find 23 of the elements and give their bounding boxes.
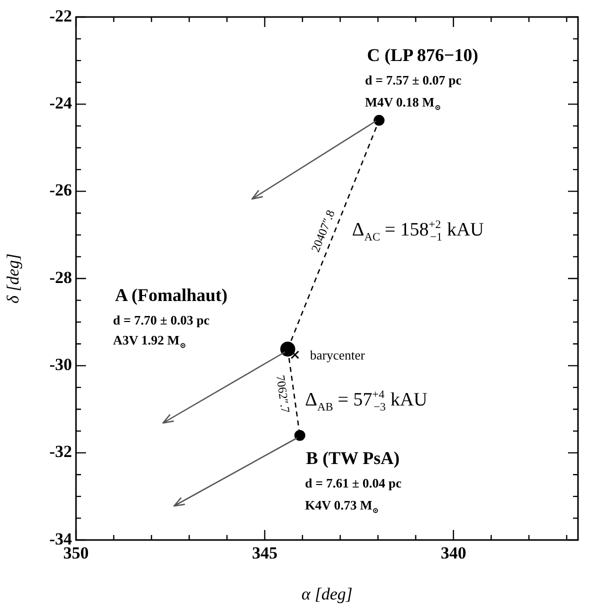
y-axis-title: δ [deg] [4, 254, 23, 304]
y-tick-label: -24 [49, 94, 72, 113]
annotation: barycenter [310, 348, 365, 362]
x-axis-title: α [deg] [302, 584, 352, 604]
annotation: Δ$_{AB}$ = 57$^{+4}$$_{−3}$ kAU [305, 389, 428, 414]
y-tick-label: -32 [49, 442, 72, 462]
y-tick-label: -30 [49, 355, 72, 374]
text: 7062″.7 [273, 374, 292, 414]
annotation: Δ$_{AC}$ = 158$^{+2}$$_{−1}$ kAU [352, 219, 484, 244]
annotation: B (TW PsA) [306, 448, 400, 468]
annotation: M4V 0.18 M$_{⊙}$ [365, 94, 441, 112]
annotation: d = 7.70 ± 0.03 pc [113, 312, 210, 328]
annotation: A (Fomalhaut) [115, 285, 228, 305]
x-tick-label: 345 [252, 544, 278, 563]
annotation: d = 7.61 ± 0.04 pc [305, 476, 402, 490]
y-tick-label: -22 [49, 6, 72, 26]
annotation: d = 7.57 ± 0.07 pc [365, 72, 462, 88]
annotation: K4V 0.73 M$_{⊙}$ [305, 498, 379, 516]
x-tick-label: 340 [440, 544, 466, 563]
y-tick-label: -28 [49, 268, 72, 287]
annotation: A3V 1.92 M$_{⊙}$ [113, 332, 186, 350]
y-tick-label: -26 [49, 180, 72, 200]
annotation: C (LP 876−10) [367, 45, 478, 65]
